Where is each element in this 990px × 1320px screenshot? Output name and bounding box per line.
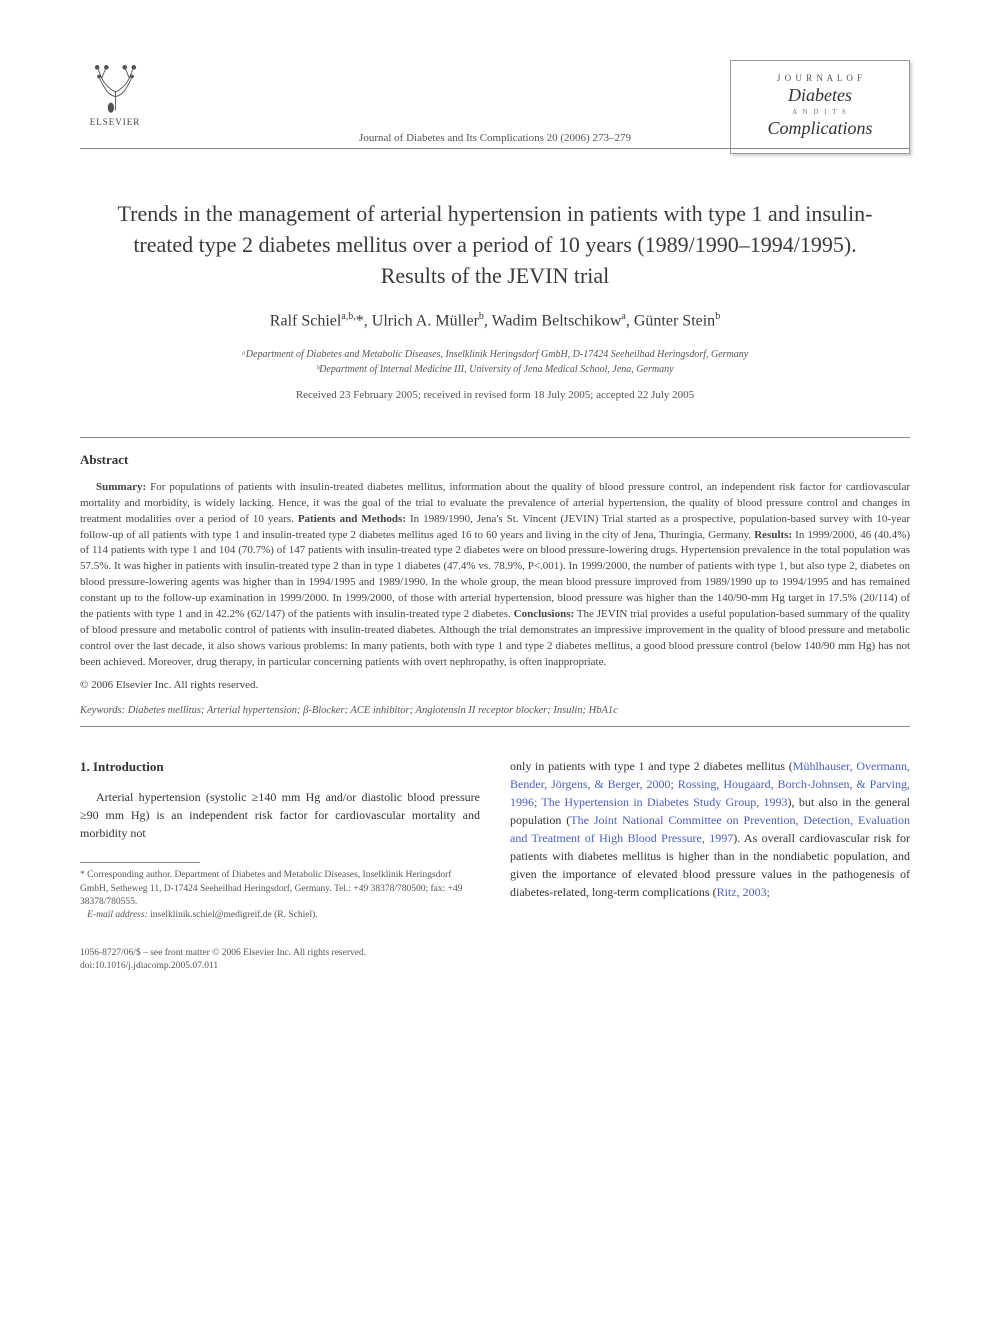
abstract-summary-label: Summary: [96, 481, 146, 493]
keywords-label: Keywords: [80, 705, 125, 716]
footer-line2: doi:10.1016/j.jdiacomp.2005.07.011 [80, 960, 480, 973]
journal-title-box: J O U R N A L O F Diabetes A N D I T S C… [730, 60, 910, 154]
footnote-email-line: E-mail address: inselklinik.schiel@medig… [80, 909, 480, 922]
abstract-conclusions-label: Conclusions: [514, 608, 575, 620]
journal-title-1: Diabetes [751, 85, 889, 106]
elsevier-tree-icon [88, 60, 143, 115]
keywords-line: Keywords: Diabetes mellitus; Arterial hy… [80, 705, 910, 716]
right-column: only in patients with type 1 and type 2 … [510, 757, 910, 973]
journal-title-2: Complications [751, 118, 889, 139]
footer-line1: 1056-8727/06/$ – see front matter © 2006… [80, 947, 480, 960]
abstract-copyright: © 2006 Elsevier Inc. All rights reserved… [80, 679, 910, 691]
abstract-body: Summary: For populations of patients wit… [80, 480, 910, 671]
intro-paragraph-left: Arterial hypertension (systolic ≥140 mm … [80, 788, 480, 842]
affiliations: ᵃDepartment of Diabetes and Metabolic Di… [80, 347, 910, 377]
left-column: 1. Introduction Arterial hypertension (s… [80, 757, 480, 973]
intro-heading: 1. Introduction [80, 757, 480, 777]
abstract-bottom-rule [80, 726, 910, 727]
journal-prefix: J O U R N A L O F [751, 73, 889, 83]
footnote-email-label: E-mail address: [87, 910, 148, 920]
abstract-heading: Abstract [80, 452, 910, 468]
article-dates: Received 23 February 2005; received in r… [80, 389, 910, 401]
footnote-corr: * Corresponding author. Department of Di… [80, 869, 480, 909]
footnote-rule [80, 862, 200, 863]
abstract-results-label: Results: [754, 529, 792, 541]
publisher-name: ELSEVIER [90, 117, 141, 127]
authors-line: Ralf Schiela,b,*, Ulrich A. Müllerb, Wad… [80, 311, 910, 330]
article-title: Trends in the management of arterial hyp… [80, 199, 910, 291]
publisher-logo: ELSEVIER [80, 60, 150, 135]
footnote-email: inselklinik.schiel@medigreif.de (R. Schi… [148, 910, 318, 920]
abstract-top-rule [80, 437, 910, 438]
intro-paragraph-right: only in patients with type 1 and type 2 … [510, 757, 910, 901]
journal-and: A N D I T S [751, 108, 889, 116]
body-columns: 1. Introduction Arterial hypertension (s… [80, 757, 910, 973]
keywords-text: Diabetes mellitus; Arterial hypertension… [125, 705, 618, 716]
page-footer: 1056-8727/06/$ – see front matter © 2006… [80, 947, 480, 974]
citation-link-3[interactable]: Ritz, 2003; [717, 885, 770, 899]
corresponding-author-footnote: * Corresponding author. Department of Di… [80, 869, 480, 922]
intro-right-pre: only in patients with type 1 and type 2 … [510, 759, 793, 773]
abstract-patients-label: Patients and Methods: [298, 513, 406, 525]
abstract-results-text: In 1999/2000, 46 (40.4%) of 114 patients… [80, 529, 910, 621]
affiliation-b: ᵇDepartment of Internal Medicine III, Un… [80, 362, 910, 377]
affiliation-a: ᵃDepartment of Diabetes and Metabolic Di… [80, 347, 910, 362]
